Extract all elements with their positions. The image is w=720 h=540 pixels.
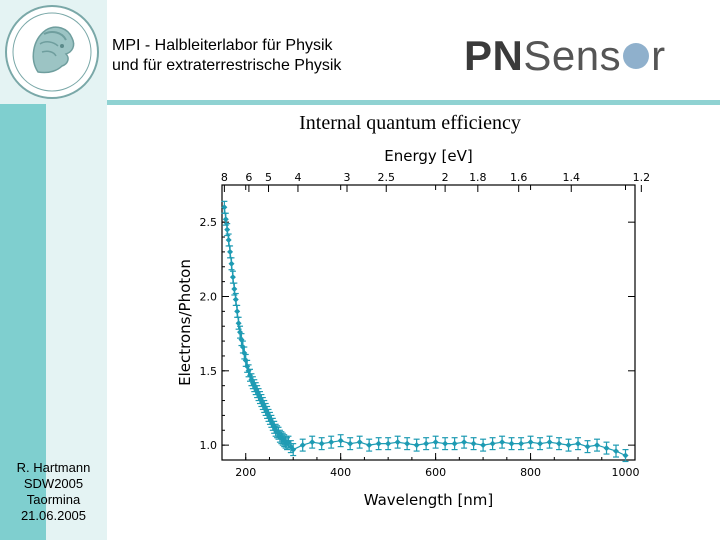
data-point xyxy=(247,372,254,379)
x-tick-label: 800 xyxy=(520,466,541,479)
top-tick-label: 1.6 xyxy=(510,171,528,184)
data-point xyxy=(229,274,236,281)
data-point xyxy=(423,440,430,447)
top-tick-label: 3 xyxy=(344,171,351,184)
top-tick-label: 6 xyxy=(245,171,252,184)
slide-title: Internal quantum efficiency xyxy=(299,112,521,134)
data-point xyxy=(287,443,294,450)
header-divider xyxy=(107,100,720,105)
data-point xyxy=(366,442,373,449)
data-point xyxy=(432,439,439,446)
top-tick-label: 2.5 xyxy=(378,171,396,184)
logo-sens: Sens xyxy=(523,32,622,79)
data-point xyxy=(622,452,629,459)
top-tick-label: 8 xyxy=(221,171,228,184)
top-tick-label: 1.4 xyxy=(563,171,581,184)
data-point xyxy=(235,320,242,327)
logo-r: r xyxy=(651,32,666,79)
data-point xyxy=(299,442,306,449)
data-point xyxy=(222,216,229,223)
top-tick-label: 5 xyxy=(265,171,272,184)
data-point xyxy=(508,440,515,447)
data-point xyxy=(337,437,344,444)
talk-date: 21.06.2005 xyxy=(20,508,87,523)
top-tick-label: 2 xyxy=(442,171,449,184)
conference-name: SDW2005 xyxy=(23,476,84,491)
data-point xyxy=(613,448,620,455)
data-point xyxy=(404,440,411,447)
data-point xyxy=(237,329,244,336)
data-point xyxy=(232,296,239,303)
x-tick-label: 400 xyxy=(330,466,351,479)
y-tick-label: 2.5 xyxy=(200,216,218,229)
data-point xyxy=(241,349,248,356)
institute-line-2: und für extraterrestrische Physik xyxy=(112,57,342,74)
data-point xyxy=(227,248,234,255)
data-point xyxy=(594,442,601,449)
x-tick-label: 200 xyxy=(235,466,256,479)
data-point xyxy=(480,442,487,449)
data-point xyxy=(584,443,591,450)
data-point xyxy=(451,440,458,447)
x-tick-label: 1000 xyxy=(612,466,640,479)
institute-line-1: MPI - Halbleiterlabor für Physik xyxy=(112,37,333,54)
data-point xyxy=(231,286,238,293)
data-point xyxy=(290,446,297,453)
y-axis-title: Electrons/Photon xyxy=(176,259,194,386)
y-tick-label: 1.5 xyxy=(200,365,218,378)
data-point xyxy=(228,260,235,267)
data-point xyxy=(328,439,335,446)
data-point xyxy=(375,440,382,447)
data-point xyxy=(413,442,420,449)
data-point xyxy=(318,440,325,447)
y-tick-label: 2.0 xyxy=(200,290,218,303)
pnsensor-logo: PNSens r xyxy=(464,32,666,80)
data-point xyxy=(461,439,468,446)
data-point xyxy=(442,440,449,447)
data-point xyxy=(546,439,553,446)
top-tick-label: 1.2 xyxy=(633,171,650,184)
logo-dot-icon xyxy=(623,42,650,69)
plot-frame xyxy=(221,184,636,461)
data-point xyxy=(470,440,477,447)
top-axis-title: Energy [eV] xyxy=(384,147,472,165)
conference-place: Taormina xyxy=(26,492,81,507)
data-point xyxy=(244,363,251,370)
mpg-minerva-seal xyxy=(0,0,104,104)
data-point xyxy=(225,237,232,243)
data-point xyxy=(603,445,610,452)
data-point xyxy=(224,226,231,233)
data-point xyxy=(489,440,496,447)
data-point xyxy=(518,440,525,447)
data-point xyxy=(285,439,292,446)
data-point xyxy=(499,439,506,446)
author-block: R. Hartmann SDW2005 Taormina 21.06.2005 xyxy=(0,460,107,524)
x-tick-label: 600 xyxy=(425,466,446,479)
institute-header: MPI - Halbleiterlabor für Physik und für… xyxy=(112,36,341,76)
data-point xyxy=(275,430,282,437)
top-tick-label: 4 xyxy=(294,171,301,184)
data-point xyxy=(309,439,316,446)
data-point xyxy=(394,439,401,446)
author-name: R. Hartmann xyxy=(16,460,91,475)
data-point xyxy=(356,439,363,446)
x-axis-title: Wavelength [nm] xyxy=(364,491,494,509)
data-point xyxy=(221,204,228,211)
series-line xyxy=(223,207,626,457)
data-point xyxy=(565,442,572,449)
top-tick-label: 1.8 xyxy=(469,171,487,184)
data-point xyxy=(245,367,252,374)
data-point xyxy=(238,336,245,343)
data-point xyxy=(575,440,582,447)
data-point xyxy=(234,308,241,315)
data-point xyxy=(537,440,544,447)
data-point xyxy=(527,439,534,446)
y-tick-label: 1.0 xyxy=(200,439,218,452)
data-point xyxy=(385,440,392,447)
data-point xyxy=(556,440,563,447)
logo-pn: PN xyxy=(464,32,524,79)
data-point xyxy=(347,440,354,447)
left-accent-stripe xyxy=(0,104,46,540)
iqe-chart: 200 400 600 800 1000 1.0 1.5 2.0 2.5 8 6 5 4 3 2.5 2 1.8… xyxy=(176,147,650,509)
